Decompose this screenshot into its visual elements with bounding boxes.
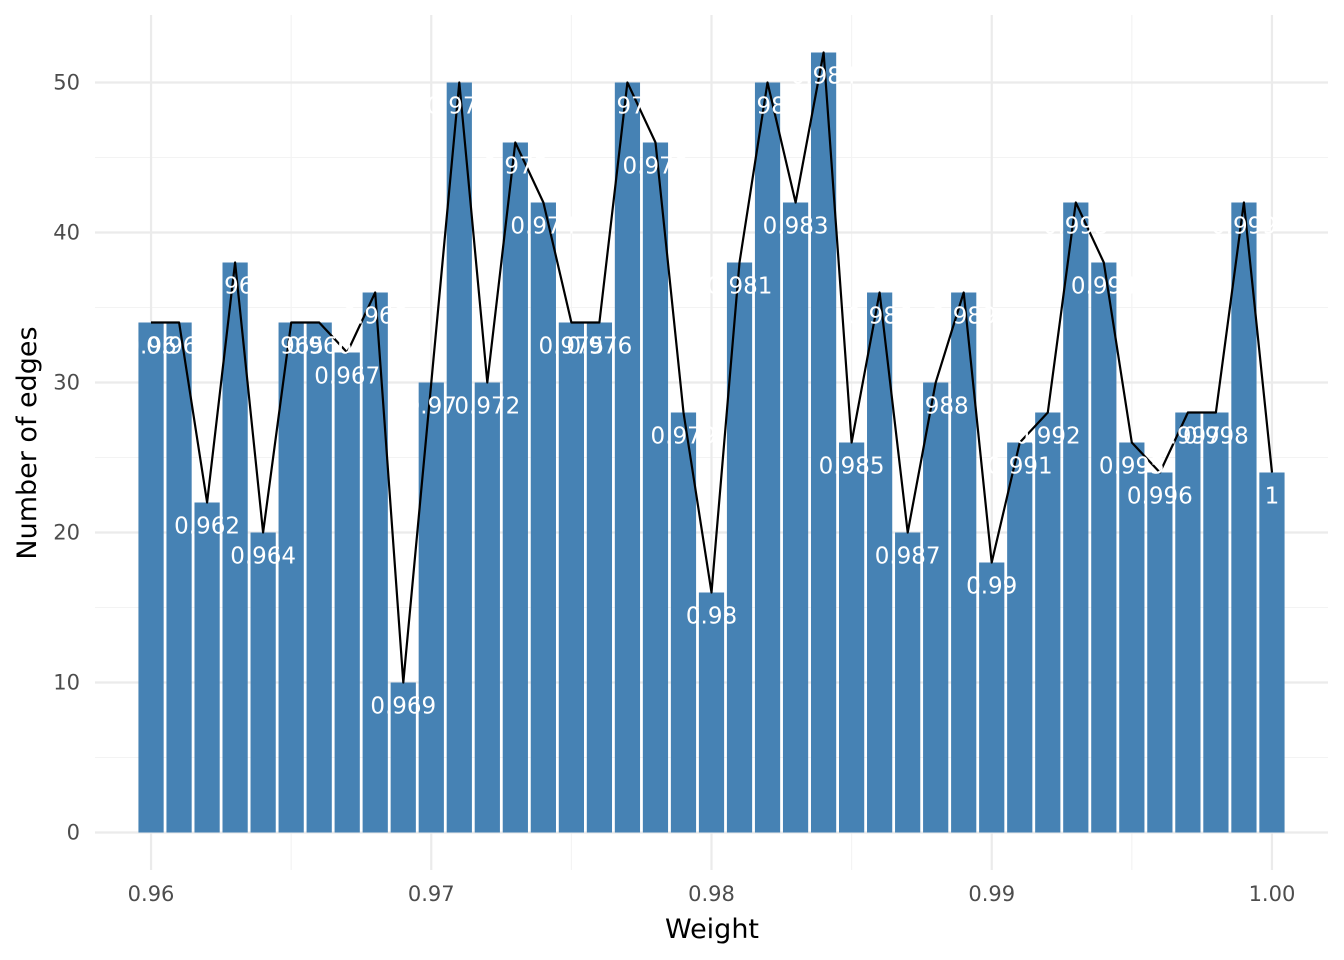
bar-label: 0.987 (875, 544, 941, 570)
bar-label: 0.967 (314, 364, 380, 390)
bar (782, 202, 809, 833)
bar-label: 0.968 (342, 304, 408, 330)
x-tick-label: 0.99 (968, 882, 1015, 906)
y-tick-label: 40 (53, 221, 80, 245)
bar (194, 502, 220, 833)
bar-label: 0.962 (174, 514, 240, 540)
bar (1231, 202, 1257, 833)
x-axis-title: Weight (665, 914, 759, 945)
x-tick-label: 0.98 (688, 882, 735, 906)
bar (362, 292, 388, 833)
bar-label: 0.972 (454, 394, 520, 420)
bar (250, 532, 276, 833)
bar (670, 412, 697, 833)
bar (446, 82, 472, 833)
bar-label: 0.986 (847, 304, 913, 330)
bar (474, 382, 500, 833)
bar (1203, 412, 1229, 833)
bar-label: 0.964 (230, 544, 296, 570)
trend-line (151, 51, 1274, 684)
bar-label: 0.971 (426, 94, 492, 120)
bar-label: 0.966 (286, 334, 352, 360)
bar-label: 0.961 (146, 334, 212, 360)
bar-label: 0.991 (987, 454, 1053, 480)
bar (1007, 442, 1033, 833)
bar-label: 0.977 (595, 94, 661, 120)
y-tick-label: 0 (67, 821, 80, 845)
y-tick-label: 20 (53, 521, 80, 545)
bar-label: 0.992 (1015, 424, 1081, 450)
bar-label: 0.97 (406, 394, 457, 420)
bar-label: 0.973 (482, 154, 548, 180)
bar-label: 0.994 (1071, 274, 1137, 300)
y-tick-label: 10 (53, 671, 80, 695)
bar (726, 262, 753, 833)
bar (390, 682, 416, 833)
bar (530, 202, 556, 833)
x-tick-label: 0.96 (128, 882, 175, 906)
bar (334, 352, 360, 833)
bar (923, 382, 949, 833)
bar-label: 0.996 (1127, 484, 1193, 510)
x-axis-tick-labels: 0.96 0.97 0.98 0.99 1.00 (128, 882, 1296, 906)
bar (418, 382, 444, 833)
bar (586, 322, 613, 833)
bar-label: 0.981 (707, 274, 773, 300)
y-tick-label: 30 (53, 371, 80, 395)
bar (166, 322, 192, 833)
bar-label: 0.988 (903, 394, 969, 420)
bar-label: 0.982 (735, 94, 801, 120)
bar (1259, 472, 1285, 833)
bar (754, 82, 781, 833)
bar (979, 562, 1005, 833)
bar (306, 322, 332, 833)
bar (222, 262, 248, 833)
bar (138, 322, 164, 833)
bar (1147, 472, 1173, 833)
bar (1035, 412, 1061, 833)
bar (558, 322, 584, 833)
bar-label: 0.995 (1099, 454, 1165, 480)
bar-label: 0.989 (931, 304, 997, 330)
bar-label: 0.985 (819, 454, 885, 480)
bar-label: 0.969 (370, 694, 436, 720)
bar (867, 292, 893, 833)
bar (278, 322, 304, 833)
bar-label: 0.974 (510, 214, 576, 240)
bar-label: 0.999 (1211, 214, 1277, 240)
bar-label: 0.979 (651, 424, 717, 450)
bar-label: 0.98 (686, 604, 737, 630)
bars (138, 52, 1285, 833)
bar (614, 82, 641, 833)
bar-label: 0.975 (538, 334, 604, 360)
bar-label: 0.997 (1155, 424, 1221, 450)
bar-label: 0.963 (202, 274, 268, 300)
bar-label: 0.96 (125, 334, 176, 360)
bar (839, 442, 865, 833)
bar-label: 0.998 (1183, 424, 1249, 450)
bar (895, 532, 921, 833)
bar (698, 592, 725, 833)
bar-label: 0.965 (258, 334, 324, 360)
bar-label: 0.978 (623, 154, 689, 180)
bar (1063, 202, 1089, 833)
bar-label: 0.984 (791, 64, 857, 90)
y-tick-label: 50 (53, 71, 80, 95)
y-axis-title: Number of edges (12, 326, 43, 559)
bar-label: 0.99 (966, 574, 1017, 600)
bar-label: 0.993 (1043, 214, 1109, 240)
bar (1091, 262, 1117, 833)
bar (1119, 442, 1145, 833)
bar-label: 1 (1265, 484, 1280, 510)
y-axis-tick-labels: 0 10 20 30 40 50 (53, 71, 80, 845)
x-tick-label: 1.00 (1249, 882, 1296, 906)
bar-label: 0.983 (763, 214, 829, 240)
bar (502, 142, 528, 833)
x-tick-label: 0.97 (408, 882, 455, 906)
bar-label: 0.976 (566, 334, 632, 360)
bar (642, 142, 669, 833)
bar (1175, 412, 1201, 833)
